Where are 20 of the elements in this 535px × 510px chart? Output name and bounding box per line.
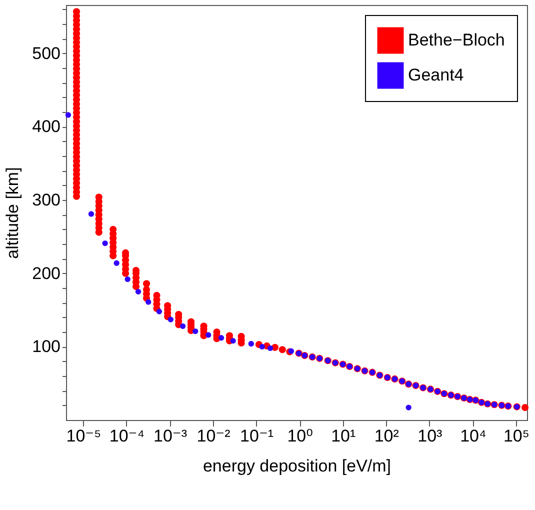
- x-tick-label: 10²: [374, 426, 400, 446]
- x-tick-label: 10⁵: [503, 426, 530, 446]
- y-tick-label: 200: [32, 264, 60, 283]
- x-tick-label: 10⁻⁴: [109, 426, 145, 446]
- x-tick-label: 10⁴: [460, 426, 486, 446]
- x-tick-label: 10⁰: [287, 426, 314, 446]
- y-axis-title: altitude [km]: [3, 167, 22, 259]
- x-tick-label: 10⁻¹: [240, 426, 274, 446]
- y-tick-label: 300: [32, 190, 60, 210]
- legend-label: Bethe−Bloch: [408, 30, 505, 50]
- legend-label: Geant4: [408, 66, 464, 84]
- x-tick-label: 10⁻⁵: [66, 426, 102, 446]
- x-tick-label: 10⁻³: [153, 426, 188, 446]
- y-tick-label: 100: [32, 337, 60, 356]
- y-tick-label: 500: [32, 44, 60, 63]
- x-tick-label: 10¹: [331, 426, 356, 446]
- x-tick-label: 10⁻²: [196, 426, 231, 446]
- x-axis-title: energy deposition [eV/m]: [202, 456, 392, 476]
- x-tick-label: 10³: [418, 426, 443, 446]
- y-tick-label: 400: [32, 117, 60, 136]
